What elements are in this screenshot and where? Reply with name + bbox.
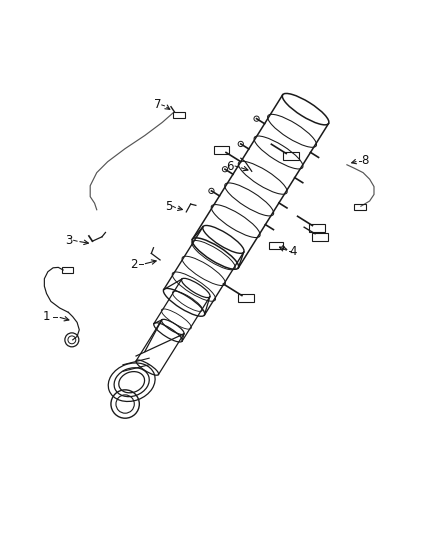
Text: 4: 4 (290, 245, 297, 258)
Text: 5: 5 (165, 200, 173, 213)
Text: 2: 2 (130, 258, 138, 271)
Text: 3: 3 (65, 234, 72, 247)
Text: 8: 8 (362, 155, 369, 167)
Text: 6: 6 (226, 159, 233, 173)
Text: 1: 1 (43, 310, 50, 323)
Text: 7: 7 (154, 99, 162, 111)
